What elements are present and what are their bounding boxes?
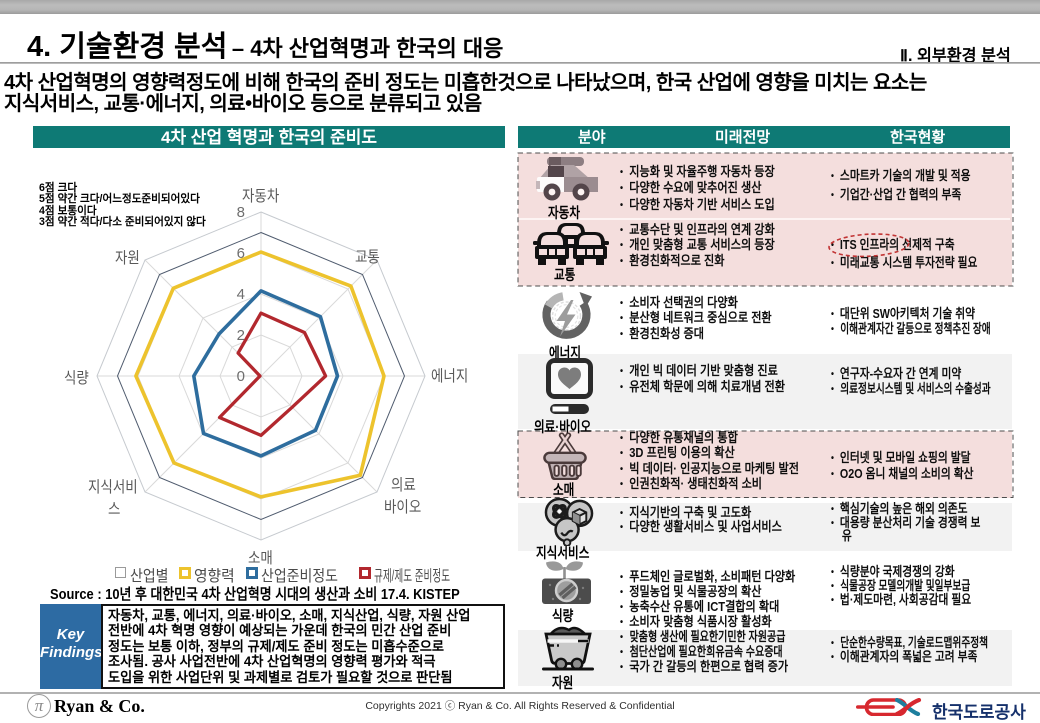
- svg-text:0: 0: [237, 368, 245, 385]
- svg-text:4: 4: [237, 286, 245, 303]
- svg-text:6: 6: [237, 245, 245, 262]
- svg-text:8: 8: [237, 204, 245, 221]
- svg-text:2: 2: [237, 327, 245, 344]
